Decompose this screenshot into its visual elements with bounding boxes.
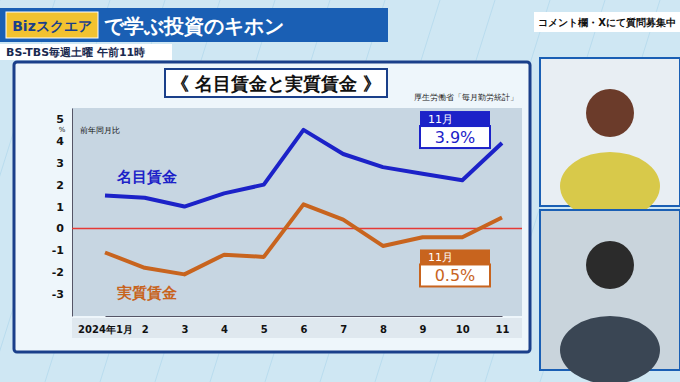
y-axis: 5 4 3 2 1 0 -1 -2 -3 <box>52 109 73 317</box>
logo: Bizスクエア <box>12 18 92 34</box>
x-tick-label: 4 <box>221 324 228 335</box>
title-bar <box>0 8 388 42</box>
series-label: 名目賃金 <box>116 168 177 186</box>
y-tick: -3 <box>52 288 72 301</box>
y-tick: 2 <box>56 179 72 192</box>
y-unit: % <box>59 126 66 134</box>
source: 厚生労働省「毎月勤労統計」 <box>414 93 518 102</box>
y-tick-label: 3 <box>56 157 64 170</box>
x-tick-label: 11 <box>496 324 510 335</box>
chart-title: 《 名目賃金と実質賃金 》 <box>171 73 382 94</box>
y-tick-label: -1 <box>52 244 64 257</box>
video-panel <box>540 58 680 220</box>
notice-bar <box>534 12 680 32</box>
y-tick: 5 <box>56 113 72 126</box>
y-tick-label: 1 <box>56 201 64 214</box>
callout-value: 0.5% <box>435 266 476 285</box>
show-title: で学ぶ投資のキホン <box>104 14 284 38</box>
logo-box <box>6 12 98 38</box>
x-tick: 3 <box>181 316 188 335</box>
y-tick-label: 0 <box>56 222 64 235</box>
screen: Bizスクエアで学ぶ投資のキホン BS-TBS毎週土曜 午前11時 コメント欄・Xに… <box>0 0 680 382</box>
x-tick-label: 3 <box>181 324 188 335</box>
notice: コメント欄・Xにて質問募集中 <box>538 17 676 29</box>
person-head <box>586 89 634 137</box>
callout-body <box>420 126 490 148</box>
x-tick: 11 <box>496 316 510 335</box>
schedule-bar <box>0 44 172 60</box>
x-tick: 9 <box>420 316 427 335</box>
y-tick: -1 <box>52 244 72 257</box>
callout: 11月 0.5% <box>420 249 490 286</box>
x-tick-label: 6 <box>301 324 308 335</box>
x-axis: 2024年1月 2 3 4 5 6 7 8 9 10 11 <box>78 316 509 335</box>
y-tick: 3 <box>56 157 72 170</box>
x-tick-label: 7 <box>340 324 347 335</box>
x-tick-label: 10 <box>456 324 470 335</box>
plot-area <box>72 108 522 316</box>
callout: 11月 3.9% <box>420 111 490 148</box>
schedule: BS-TBS毎週土曜 午前11時 <box>6 46 145 59</box>
y-tick-label: 2 <box>56 179 64 192</box>
y-tick-label: 5 <box>56 113 64 126</box>
callout-header <box>420 249 490 264</box>
video-panel <box>540 210 680 382</box>
x-tick: 10 <box>456 316 470 335</box>
callout-value: 3.9% <box>435 128 476 147</box>
y-axis-line <box>72 109 73 317</box>
x-tick: 2 <box>142 316 149 335</box>
y-tick-label: -2 <box>52 266 64 279</box>
x-label-band <box>72 318 522 338</box>
y-tick-label: -3 <box>52 288 64 301</box>
series-label: 実質賃金 <box>116 284 177 302</box>
x-tick: 5 <box>261 316 268 335</box>
x-tick-label: 9 <box>420 324 427 335</box>
title-box <box>165 69 387 97</box>
x-tick-label: 2024年1月 <box>78 324 133 335</box>
x-tick-label: 2 <box>142 324 149 335</box>
x-tick-label: 5 <box>261 324 268 335</box>
x-tick: 7 <box>340 316 347 335</box>
x-tick: 2024年1月 <box>78 316 133 335</box>
y-tick-label: 4 <box>56 135 64 148</box>
x-tick-label: 8 <box>380 324 387 335</box>
callout-label: 11月 <box>428 251 453 264</box>
y-tick: 1 <box>56 201 72 214</box>
callout-header <box>420 111 490 126</box>
chart-panel <box>14 62 530 352</box>
y-tick: 0 <box>56 222 72 235</box>
x-tick: 8 <box>380 316 387 335</box>
callout-body <box>420 264 490 286</box>
y-tick: -2 <box>52 266 72 279</box>
x-axis-line <box>106 316 503 317</box>
person-head <box>586 241 634 289</box>
person-body <box>560 316 660 382</box>
x-tick: 6 <box>301 316 308 335</box>
x-tick: 4 <box>221 316 228 335</box>
y-tick: 4 <box>56 135 72 148</box>
series-line <box>105 204 502 274</box>
callout-label: 11月 <box>428 113 453 126</box>
reference-line <box>72 228 522 230</box>
y-label: 前年同月比 <box>80 126 120 135</box>
plot-marks <box>72 130 522 275</box>
